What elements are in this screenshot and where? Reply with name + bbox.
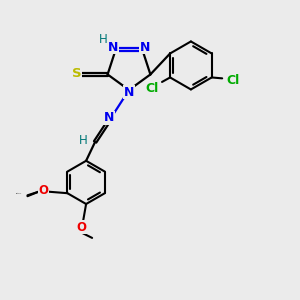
Text: O: O xyxy=(76,220,87,234)
Text: N: N xyxy=(108,41,118,54)
Text: S: S xyxy=(72,67,82,80)
Text: H: H xyxy=(99,33,107,46)
Text: N: N xyxy=(124,85,134,99)
Text: Cl: Cl xyxy=(226,74,239,87)
Text: H: H xyxy=(79,134,88,147)
Text: N: N xyxy=(140,41,150,54)
Text: O: O xyxy=(38,184,48,197)
Text: Cl: Cl xyxy=(146,82,159,95)
Text: methoxy: methoxy xyxy=(16,193,22,194)
Text: N: N xyxy=(104,111,114,124)
